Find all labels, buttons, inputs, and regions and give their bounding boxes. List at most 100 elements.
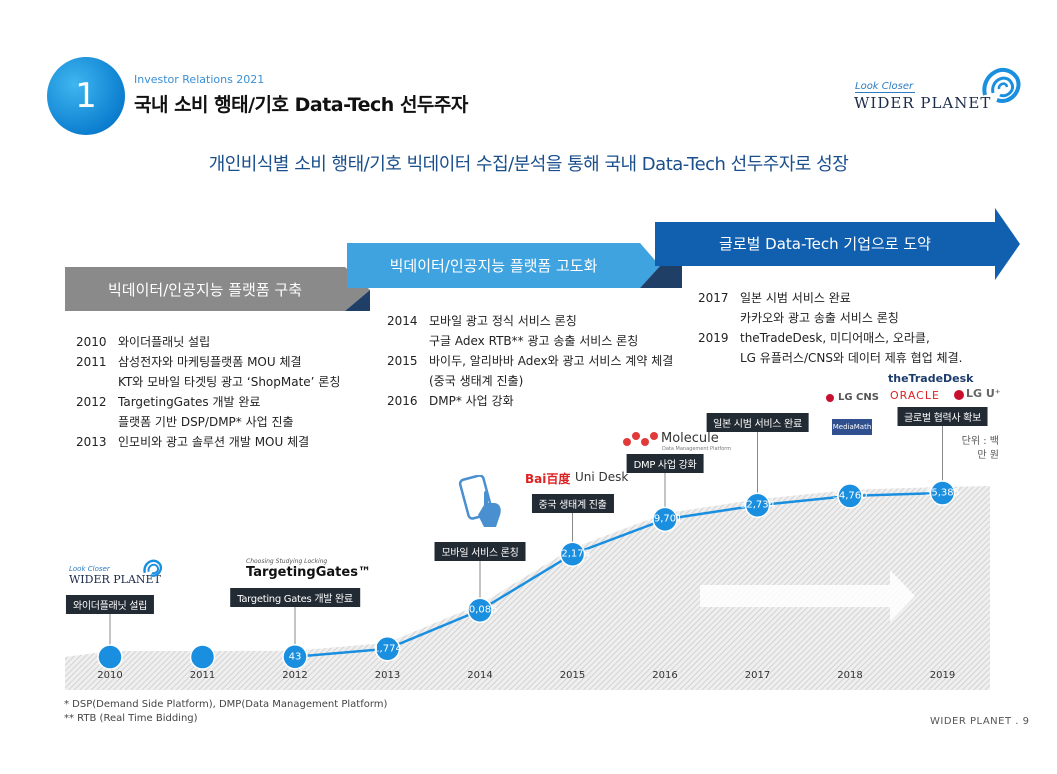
milestone-row: LG 유플러스/CNS와 데이터 제휴 협업 체결. bbox=[740, 351, 963, 365]
stage-1-banner bbox=[65, 267, 370, 311]
tg-name: TargetingGates™ bbox=[246, 565, 371, 580]
milestone-row: 2012 TargetingGates 개발 완료 bbox=[76, 395, 261, 409]
stage-2-fold bbox=[640, 266, 682, 288]
lgcns-logo: LG CNS bbox=[838, 392, 879, 403]
stage-3-banner bbox=[655, 208, 1020, 280]
footnote-dsp: * DSP(Demand Side Platform), DMP(Data Ma… bbox=[64, 699, 388, 710]
x-tick-label: 2017 bbox=[744, 670, 771, 681]
footnote-rtb: ** RTB (Real Time Bidding) bbox=[64, 713, 198, 724]
x-tick-label: 2015 bbox=[559, 670, 586, 681]
data-label: 29,701 bbox=[647, 513, 683, 525]
milestone-row: 2010 와이더플래닛 설립 bbox=[76, 335, 211, 349]
data-point bbox=[97, 644, 123, 670]
unidesk-logo: Uni Desk bbox=[575, 470, 629, 484]
data-point bbox=[282, 644, 308, 670]
milestone-row: 플랫폼 기반 DSP/DMP* 사업 진출 bbox=[118, 415, 294, 429]
chart-marks-group bbox=[97, 421, 956, 670]
milestone-row: 2013 인모비와 광고 솔루션 개발 MOU 체결 bbox=[76, 435, 310, 449]
lgcns-logo-icon bbox=[826, 394, 834, 402]
wp-mini-icon bbox=[143, 559, 163, 577]
logo-tagline: Look Closer bbox=[855, 81, 914, 92]
growth-arrow bbox=[700, 570, 915, 622]
unit-label: 단위 : 백만 원 bbox=[961, 436, 999, 461]
x-tick-label: 2011 bbox=[189, 670, 216, 681]
oracle-logo: ORACLE bbox=[890, 389, 940, 402]
milestone-row: 2017 일본 시범 서비스 완료 bbox=[698, 291, 851, 305]
page-number: WIDER PLANET . 9 bbox=[930, 716, 1030, 727]
x-tick-label: 2012 bbox=[282, 670, 308, 681]
molecule-logo-icon bbox=[623, 432, 658, 446]
annotation-label: 일본 시범 서비스 완료 bbox=[706, 413, 809, 432]
data-point bbox=[652, 506, 678, 533]
x-tick-label: 2010 bbox=[97, 670, 123, 681]
stage-1-milestones: 2010 와이더플래닛 설립 2011 삼성전자와 마케팅플랫폼 MOU 체결 KT… bbox=[76, 332, 340, 452]
data-label: 10,085 bbox=[462, 604, 498, 616]
data-label: 43 bbox=[288, 651, 302, 663]
logo-underline bbox=[855, 92, 915, 93]
lgu-logo-icon bbox=[954, 390, 964, 400]
annotation-label: 와이더플래닛 설립 bbox=[65, 595, 155, 614]
chart-area-fill bbox=[65, 486, 990, 690]
page-subtitle: 개인비식별 소비 행태/기호 빅데이터 수집/분석을 통해 국내 Data-Te… bbox=[208, 154, 849, 175]
milestone-row: 카카오와 광고 송출 서비스 론칭 bbox=[740, 311, 899, 325]
data-point bbox=[189, 644, 216, 670]
data-point bbox=[374, 636, 401, 662]
wider-planet-logo-icon bbox=[982, 67, 1021, 103]
stage-1-title: 빅데이터/인공지능 플랫폼 구축 bbox=[108, 281, 302, 299]
lgu-logo: LG U⁺ bbox=[966, 387, 1001, 400]
milestone-row: 2011 삼성전자와 마케팅플랫폼 MOU 체결 bbox=[76, 355, 302, 369]
chart-area-group bbox=[65, 486, 990, 690]
stage-2-title: 빅데이터/인공지능 플랫폼 고도화 bbox=[389, 257, 598, 275]
x-tick-label: 2019 bbox=[929, 670, 956, 681]
footnotes: * DSP(Demand Side Platform), DMP(Data Ma… bbox=[64, 698, 387, 726]
annotation-label: 모바일 서비스 론칭 bbox=[434, 542, 526, 561]
data-label: 1,774 bbox=[373, 643, 402, 655]
annotation-label: 중국 생태계 진출 bbox=[531, 494, 614, 513]
annotation-label: Targeting Gates 개발 완료 bbox=[230, 588, 360, 607]
data-label: 22,176 bbox=[555, 548, 590, 560]
logo-name: WIDER PLANET bbox=[854, 94, 992, 112]
mediamath-logo: MediaMath bbox=[832, 419, 872, 435]
milestone-row: 구글 Adex RTB** 광고 송출 서비스 론칭 bbox=[429, 334, 639, 348]
milestone-row: 2019 theTradeDesk, 미디어매스, 오라클, bbox=[698, 331, 930, 345]
data-point bbox=[559, 541, 586, 567]
x-tick-label: 2013 bbox=[374, 670, 401, 681]
data-label: 34,760 bbox=[832, 490, 868, 502]
revenue-line bbox=[294, 491, 943, 659]
x-tick-label: 2018 bbox=[837, 670, 863, 681]
milestone-row: 2015 바이두, 알리바바 Adex와 광고 서비스 계약 체결 bbox=[387, 354, 674, 368]
data-point bbox=[929, 480, 956, 506]
data-point bbox=[837, 483, 863, 509]
data-label: 32,734 bbox=[740, 499, 775, 511]
tradedesk-logo: theTradeDesk bbox=[888, 372, 974, 385]
data-point bbox=[744, 492, 771, 519]
milestone-row: KT와 모바일 타겟팅 광고 ‘ShopMate’ 론칭 bbox=[118, 375, 341, 389]
stage-3-title: 글로벌 Data-Tech 기업으로 도약 bbox=[719, 235, 931, 253]
section-number: 1 bbox=[75, 76, 97, 116]
wp-mini-tagline: Look Closer bbox=[69, 565, 110, 573]
wp-mini-name: WIDER PLANET bbox=[69, 573, 161, 586]
data-label: 35,385 bbox=[925, 487, 960, 499]
section-number-badge: 1 bbox=[47, 57, 125, 135]
tg-tagline: Choosing Studying Locking bbox=[246, 558, 328, 565]
stage-3-milestones: 2017 일본 시범 서비스 완료 카카오와 광고 송출 서비스 론칭 2019 t… bbox=[698, 288, 962, 368]
stage-2-milestones: 2014 모바일 광고 정식 서비스 론칭 구글 Adex RTB** 광고 송출… bbox=[387, 311, 673, 411]
stage-1-fold bbox=[345, 290, 370, 311]
x-tick-label: 2016 bbox=[652, 670, 678, 681]
page-title: 국내 소비 행태/기호 Data-Tech 선두주자 bbox=[134, 94, 468, 116]
milestone-row: 2016 DMP* 사업 강화 bbox=[387, 394, 514, 408]
milestone-row: 2014 모바일 광고 정식 서비스 론칭 bbox=[387, 314, 577, 328]
mobile-phone-icon bbox=[458, 475, 501, 527]
baidu-logo: Bai百度 bbox=[525, 472, 571, 486]
annotation-label: DMP 사업 강화 bbox=[626, 454, 704, 473]
stage-banners bbox=[65, 208, 1020, 311]
stage-2-banner bbox=[347, 243, 660, 288]
x-tick-label: 2014 bbox=[467, 670, 493, 681]
annotation-label: 글로벌 협력사 확보 bbox=[897, 407, 988, 426]
molecule-logo: Molecule bbox=[661, 431, 719, 446]
data-point bbox=[467, 597, 493, 624]
milestone-row: (중국 생태계 진출) bbox=[429, 374, 524, 388]
molecule-sub: Data Management Platform bbox=[662, 446, 732, 452]
kicker-text: Investor Relations 2021 bbox=[134, 73, 265, 86]
